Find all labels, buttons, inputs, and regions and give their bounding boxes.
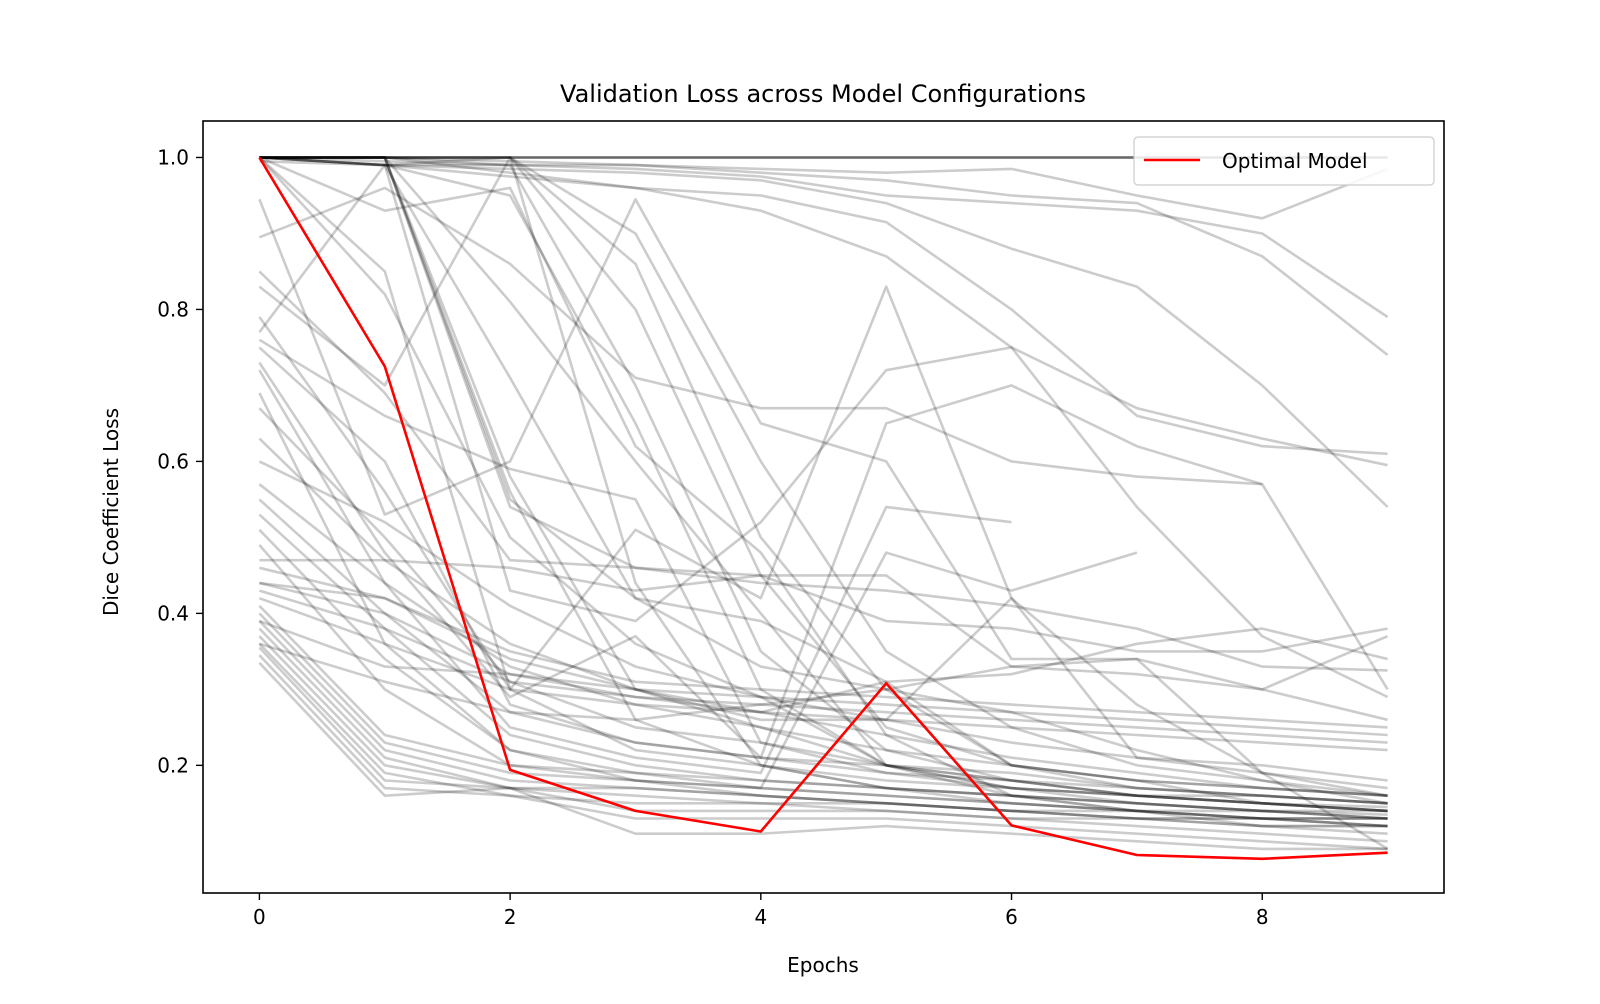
legend-entry-optimal-model: Optimal Model [1222,149,1368,173]
series-line-config-53 [258,646,1388,843]
legend: Optimal Model [1133,136,1435,186]
axis-ticks: 0 2 4 6 8 0.2 0.4 0.6 0.8 1.0 [157,145,1268,929]
series-line-config-16 [259,156,1388,797]
y-tick-label: 0.2 [157,753,189,777]
series-line-config-30 [258,163,1389,699]
x-tick-label: 6 [1005,905,1018,929]
series-line-config-7 [259,156,1389,319]
series-line-config-47 [258,604,1388,813]
y-axis-label: Dice Coefficient Loss [99,408,123,616]
series-line-config-48 [258,612,1388,820]
series-line-config-15 [259,156,1388,805]
series-line-config-17 [259,156,1388,797]
series-line-config-39 [258,513,1388,820]
series-line-config-10 [259,156,1388,467]
x-tick-label: 8 [1256,905,1269,929]
series-line-config-49 [258,620,1388,820]
x-tick-label: 4 [754,905,767,929]
series-line-config-27 [258,270,1388,653]
series-line-config-13 [259,156,1388,809]
series-line-config-14 [259,156,1388,816]
x-tick-label: 2 [504,905,517,929]
y-tick-label: 1.0 [157,145,189,169]
series-line-config-56 [259,635,1389,722]
series-line-config-29 [258,285,1388,782]
series-line-config-41 [258,544,1388,828]
series-line-config-19 [259,156,1388,820]
series-line-config-40 [258,528,1388,820]
series-line-config-37 [258,483,1388,797]
series-line-config-31 [258,361,1389,759]
y-tick-label: 0.6 [157,449,189,473]
series-line-config-45 [259,589,1388,744]
series-line-config-33 [258,392,1138,790]
series-line-config-26 [258,186,1263,486]
y-tick-label: 0.8 [157,297,189,321]
series-line-config-8 [259,156,1389,357]
series-line-config-55 [258,661,1388,851]
series-line-config-38 [258,498,1388,813]
series-line-config-28 [258,156,1388,828]
series-line-config-52 [258,642,1388,835]
x-axis-label: Epochs [787,953,859,977]
series-line-config-35 [258,437,1388,797]
series-line-config-44 [259,581,1388,737]
series-lines [258,156,1389,861]
series-line-config-51 [258,635,1388,828]
series-line-config-57 [258,619,1388,714]
series-line-config-50 [258,627,1388,828]
series-line-config-5 [259,156,1389,220]
series-line-config-23 [258,156,1388,820]
series-line-config-6 [259,156,1389,508]
series-line-config-9 [259,160,1388,456]
series-line-config-60 [258,346,1388,805]
series-line-config-22 [258,156,1388,828]
series-line-config-25 [258,198,1389,851]
series-line-config-54 [258,654,1388,851]
series-line-config-32 [258,369,1012,775]
legend-box [1133,136,1435,186]
series-line-config-43 [259,566,1388,729]
series-line-config-46 [258,596,1388,752]
series-line-config-24 [258,156,1388,805]
series-line-config-11 [259,156,1388,672]
series-line-config-58 [259,581,1388,797]
series-line-config-18 [259,156,1388,813]
plot-frame [202,120,1445,894]
series-line-config-12 [259,156,1388,805]
y-tick-label: 0.4 [157,601,189,625]
series-line-optimal-model [258,156,1388,861]
series-line-config-21 [259,156,1388,813]
x-tick-label: 0 [253,905,266,929]
chart-title: Validation Loss across Model Configurati… [560,80,1086,108]
series-line-config-20 [259,156,1388,813]
series-line-config-34 [258,407,1388,813]
